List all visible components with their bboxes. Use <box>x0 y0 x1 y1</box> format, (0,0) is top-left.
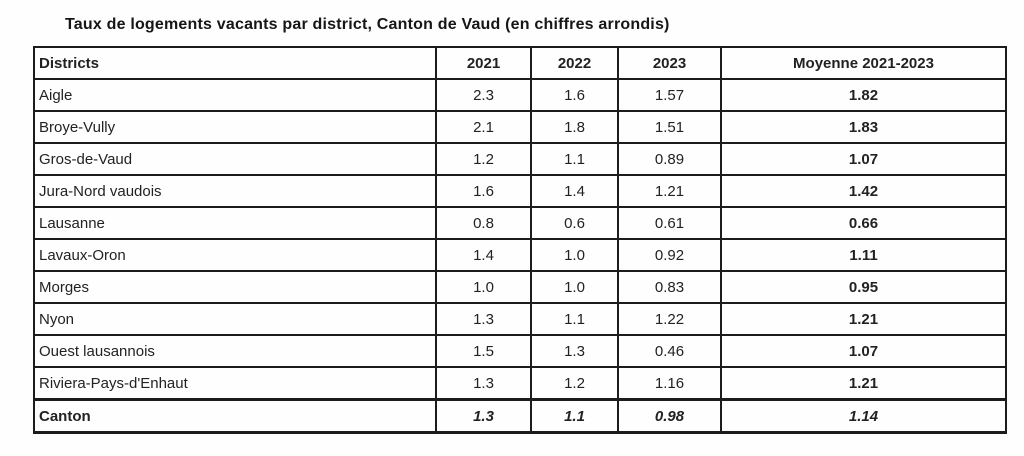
table-row: Gros-de-Vaud 1.2 1.1 0.89 1.07 <box>33 142 1007 176</box>
table-row: Broye-Vully 2.1 1.8 1.51 1.83 <box>33 110 1007 144</box>
value-2021-cell: 1.5 <box>435 334 532 368</box>
moyenne-cell: 1.83 <box>720 110 1007 144</box>
district-cell: Ouest lausannois <box>33 334 437 368</box>
value-2022-cell: 1.0 <box>530 270 619 304</box>
value-2022-cell: 1.0 <box>530 238 619 272</box>
table-row: Lausanne 0.8 0.6 0.61 0.66 <box>33 206 1007 240</box>
value-2022-cell: 1.6 <box>530 78 619 112</box>
value-2021-cell: 1.0 <box>435 270 532 304</box>
moyenne-cell: 1.82 <box>720 78 1007 112</box>
value-2023-cell: 1.21 <box>617 174 722 208</box>
value-2023-cell: 1.22 <box>617 302 722 336</box>
value-2023-cell: 0.46 <box>617 334 722 368</box>
value-2021-cell: 1.6 <box>435 174 532 208</box>
value-2022-cell: 0.6 <box>530 206 619 240</box>
column-header-2022: 2022 <box>530 46 619 80</box>
value-2022-cell: 1.8 <box>530 110 619 144</box>
value-2021-cell: 2.1 <box>435 110 532 144</box>
district-cell: Lavaux-Oron <box>33 238 437 272</box>
district-cell: Aigle <box>33 78 437 112</box>
table-row: Aigle 2.3 1.6 1.57 1.82 <box>33 78 1007 112</box>
moyenne-cell: 0.95 <box>720 270 1007 304</box>
canton-2021-cell: 1.3 <box>435 398 532 434</box>
value-2021-cell: 1.4 <box>435 238 532 272</box>
value-2021-cell: 1.2 <box>435 142 532 176</box>
value-2023-cell: 0.61 <box>617 206 722 240</box>
column-header-moyenne: Moyenne 2021-2023 <box>720 46 1007 80</box>
table-row: Ouest lausannois 1.5 1.3 0.46 1.07 <box>33 334 1007 368</box>
moyenne-cell: 1.42 <box>720 174 1007 208</box>
value-2021-cell: 2.3 <box>435 78 532 112</box>
moyenne-cell: 1.07 <box>720 142 1007 176</box>
value-2023-cell: 1.16 <box>617 366 722 401</box>
district-cell: Lausanne <box>33 206 437 240</box>
table-row: Lavaux-Oron 1.4 1.0 0.92 1.11 <box>33 238 1007 272</box>
table-row: Nyon 1.3 1.1 1.22 1.21 <box>33 302 1007 336</box>
moyenne-cell: 0.66 <box>720 206 1007 240</box>
value-2023-cell: 0.83 <box>617 270 722 304</box>
table-row: Morges 1.0 1.0 0.83 0.95 <box>33 270 1007 304</box>
canton-2022-cell: 1.1 <box>530 398 619 434</box>
vacancy-rate-table: Districts 2021 2022 2023 Moyenne 2021-20… <box>33 46 1007 434</box>
district-cell: Morges <box>33 270 437 304</box>
table-header-row: Districts 2021 2022 2023 Moyenne 2021-20… <box>33 46 1007 80</box>
canton-moyenne-cell: 1.14 <box>720 398 1007 434</box>
value-2023-cell: 0.92 <box>617 238 722 272</box>
table-row: Jura-Nord vaudois 1.6 1.4 1.21 1.42 <box>33 174 1007 208</box>
value-2022-cell: 1.3 <box>530 334 619 368</box>
value-2023-cell: 1.57 <box>617 78 722 112</box>
page-title: Taux de logements vacants par district, … <box>65 16 670 33</box>
district-cell: Gros-de-Vaud <box>33 142 437 176</box>
value-2021-cell: 1.3 <box>435 366 532 401</box>
value-2022-cell: 1.4 <box>530 174 619 208</box>
column-header-2021: 2021 <box>435 46 532 80</box>
value-2023-cell: 1.51 <box>617 110 722 144</box>
moyenne-cell: 1.21 <box>720 302 1007 336</box>
moyenne-cell: 1.11 <box>720 238 1007 272</box>
district-cell: Riviera-Pays-d'Enhaut <box>33 366 437 401</box>
district-cell: Broye-Vully <box>33 110 437 144</box>
value-2021-cell: 1.3 <box>435 302 532 336</box>
column-header-districts: Districts <box>33 46 437 80</box>
column-header-2023: 2023 <box>617 46 722 80</box>
value-2022-cell: 1.2 <box>530 366 619 401</box>
value-2023-cell: 0.89 <box>617 142 722 176</box>
moyenne-cell: 1.21 <box>720 366 1007 401</box>
table-row: Riviera-Pays-d'Enhaut 1.3 1.2 1.16 1.21 <box>33 366 1007 401</box>
value-2022-cell: 1.1 <box>530 302 619 336</box>
canton-2023-cell: 0.98 <box>617 398 722 434</box>
value-2022-cell: 1.1 <box>530 142 619 176</box>
table-footer-row-canton: Canton 1.3 1.1 0.98 1.14 <box>33 398 1007 434</box>
district-cell: Nyon <box>33 302 437 336</box>
canton-label-cell: Canton <box>33 398 437 434</box>
moyenne-cell: 1.07 <box>720 334 1007 368</box>
district-cell: Jura-Nord vaudois <box>33 174 437 208</box>
value-2021-cell: 0.8 <box>435 206 532 240</box>
